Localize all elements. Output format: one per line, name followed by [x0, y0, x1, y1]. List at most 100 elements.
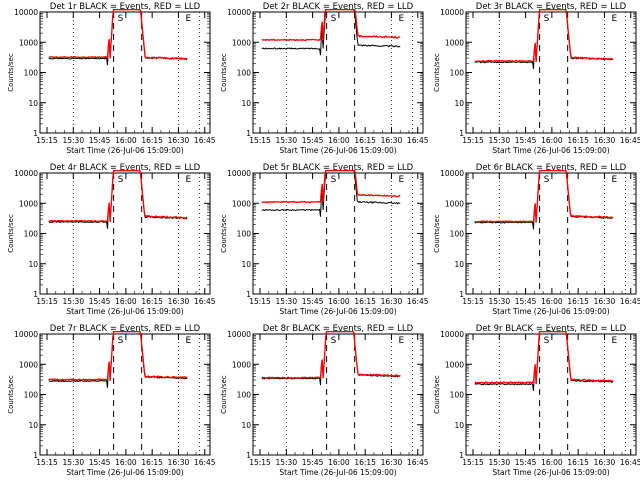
start-marker-label: S — [118, 336, 124, 346]
y-tick-label: 10 — [28, 421, 38, 430]
end-marker-label: E — [185, 14, 191, 24]
x-tick-label: 16:30 — [594, 136, 616, 145]
x-tick-label: 15:15 — [462, 297, 484, 306]
x-tick-label: 15:45 — [515, 136, 537, 145]
x-tick-label: 16:00 — [541, 297, 563, 306]
start-marker-label: S — [544, 175, 550, 185]
x-tick-label: 15:15 — [36, 297, 58, 306]
x-axis-label: Start Time (26-Jul-06 15:09:00) — [279, 468, 396, 477]
series-line-lld — [474, 169, 614, 223]
end-marker-label: E — [185, 175, 191, 185]
x-axis-label: Start Time (26-Jul-06 15:09:00) — [492, 307, 609, 316]
start-marker-label: S — [331, 14, 337, 24]
end-marker-label: E — [398, 14, 404, 24]
y-tick-label: 10000 — [14, 169, 38, 178]
series-line-lld — [261, 330, 401, 380]
y-tick-label: 100 — [237, 391, 252, 400]
x-tick-label: 16:00 — [328, 458, 350, 467]
y-axis-label: Counts/sec — [220, 375, 228, 414]
x-tick-label: 15:30 — [488, 297, 510, 306]
x-tick-label: 15:15 — [249, 297, 271, 306]
x-tick-label: 15:15 — [462, 136, 484, 145]
x-tick-label: 15:45 — [515, 297, 537, 306]
y-tick-label: 1000 — [19, 38, 38, 47]
y-tick-label: 100 — [24, 230, 39, 239]
x-tick-label: 16:45 — [407, 458, 429, 467]
start-marker-label: S — [544, 14, 550, 24]
start-marker-label: S — [544, 336, 550, 346]
plot-frame — [252, 333, 424, 456]
y-tick-label: 1000 — [19, 199, 38, 208]
x-tick-label: 16:15 — [354, 136, 376, 145]
start-marker-label: S — [118, 175, 124, 185]
x-tick-label: 15:45 — [89, 136, 111, 145]
panel-title: Det 5r BLACK = Events, RED = LLD — [263, 163, 414, 173]
plot-frame — [465, 333, 637, 456]
end-marker-label: E — [185, 336, 191, 346]
x-tick-label: 15:15 — [36, 136, 58, 145]
panel-title: Det 9r BLACK = Events, RED = LLD — [476, 324, 627, 334]
x-tick-label: 16:00 — [328, 136, 350, 145]
y-axis-label: Counts/sec — [7, 53, 15, 92]
x-tick-label: 16:45 — [620, 297, 640, 306]
x-tick-label: 16:15 — [567, 136, 589, 145]
y-tick-label: 10000 — [227, 330, 251, 339]
series-line-lld — [261, 169, 401, 204]
x-tick-label: 15:30 — [62, 297, 84, 306]
x-tick-label: 16:00 — [115, 297, 137, 306]
x-tick-label: 16:45 — [620, 458, 640, 467]
x-tick-label: 16:15 — [141, 136, 163, 145]
x-tick-label: 16:45 — [194, 458, 216, 467]
y-axis-label: Counts/sec — [433, 214, 441, 253]
end-marker-label: E — [611, 336, 617, 346]
x-tick-label: 15:45 — [515, 458, 537, 467]
x-axis-label: Start Time (26-Jul-06 15:09:00) — [66, 307, 183, 316]
panel-det-9r: Det 9r BLACK = Events, RED = LLD 1 10 100 10… — [433, 324, 640, 477]
x-tick-label: 16:00 — [541, 458, 563, 467]
y-tick-label: 100 — [24, 391, 39, 400]
x-axis-label: Start Time (26-Jul-06 15:09:00) — [66, 146, 183, 155]
x-tick-label: 16:45 — [194, 136, 216, 145]
y-axis-label: Counts/sec — [433, 53, 441, 92]
panel-det-7r: Det 7r BLACK = Events, RED = LLD 1 10 100 10… — [7, 324, 216, 477]
end-marker-label: E — [611, 14, 617, 24]
panel-det-5r: Det 5r BLACK = Events, RED = LLD 1 10 100 10… — [220, 163, 429, 316]
panel-det-4r: Det 4r BLACK = Events, RED = LLD 1 10 100 10… — [7, 163, 216, 316]
x-tick-label: 16:15 — [354, 297, 376, 306]
y-tick-label: 10000 — [14, 8, 38, 17]
x-tick-label: 15:30 — [488, 136, 510, 145]
y-tick-label: 1000 — [232, 360, 251, 369]
y-tick-label: 1 — [246, 290, 251, 299]
series-line-lld — [48, 8, 188, 61]
y-tick-label: 10000 — [440, 330, 464, 339]
y-tick-label: 10000 — [440, 169, 464, 178]
x-tick-label: 16:30 — [168, 136, 190, 145]
x-tick-label: 15:45 — [89, 297, 111, 306]
y-tick-label: 1 — [246, 129, 251, 138]
x-tick-label: 16:15 — [567, 297, 589, 306]
y-tick-label: 1 — [246, 451, 251, 460]
plot-frame — [39, 11, 211, 134]
panel-title: Det 3r BLACK = Events, RED = LLD — [476, 2, 627, 12]
x-tick-label: 16:15 — [141, 297, 163, 306]
x-axis-label: Start Time (26-Jul-06 15:09:00) — [492, 146, 609, 155]
y-tick-label: 1000 — [445, 38, 464, 47]
end-marker-label: E — [398, 175, 404, 185]
y-tick-label: 1 — [459, 290, 464, 299]
x-tick-label: 15:15 — [249, 458, 271, 467]
x-tick-label: 15:15 — [249, 136, 271, 145]
plot-frame — [39, 172, 211, 295]
x-tick-label: 15:15 — [36, 458, 58, 467]
x-tick-label: 15:45 — [302, 297, 324, 306]
y-tick-label: 10 — [454, 260, 464, 269]
panel-det-1r: Det 1r BLACK = Events, RED = LLD 1 10 100 10… — [7, 2, 216, 155]
x-tick-label: 16:15 — [354, 458, 376, 467]
y-tick-label: 1 — [33, 129, 38, 138]
y-tick-label: 1000 — [445, 360, 464, 369]
x-tick-label: 16:30 — [594, 458, 616, 467]
y-tick-label: 10 — [241, 260, 251, 269]
x-tick-label: 16:15 — [567, 458, 589, 467]
series-line-lld — [48, 169, 188, 223]
panel-title: Det 1r BLACK = Events, RED = LLD — [50, 2, 201, 12]
x-tick-label: 16:30 — [381, 458, 403, 467]
